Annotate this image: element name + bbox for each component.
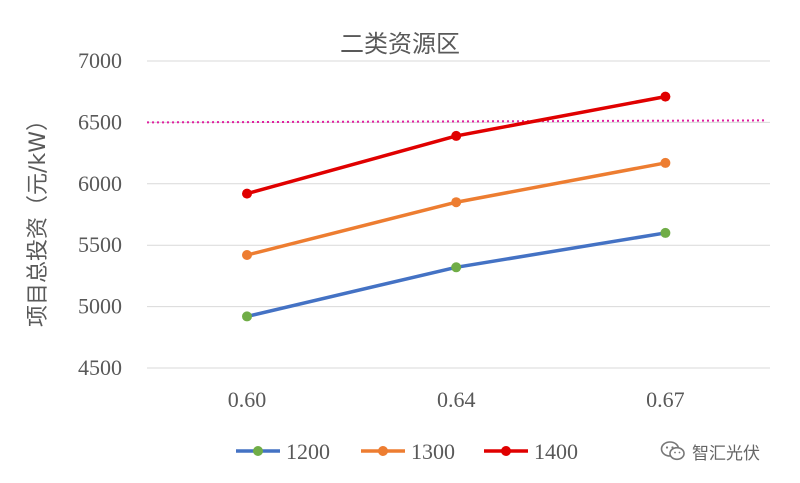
point-1400-1 <box>451 130 462 141</box>
y-axis-label: 项目总投资（元/kW） <box>26 109 51 327</box>
x-tick-label-2: 0.67 <box>646 387 685 412</box>
y-tick-label-5: 7000 <box>78 48 122 73</box>
x-tick-label-0: 0.60 <box>228 387 267 412</box>
point-1200-0 <box>242 311 252 322</box>
point-1400-2 <box>660 91 671 102</box>
wechat-icon <box>660 441 685 461</box>
y-tick-label-2: 5500 <box>78 232 122 257</box>
legend: 1200 1300 1400 <box>236 439 578 464</box>
point-1300-2 <box>660 157 671 168</box>
point-1300-1 <box>451 197 462 208</box>
grid-lines <box>147 60 770 369</box>
legend-label-1200: 1200 <box>286 439 330 464</box>
x-tick-label-1: 0.64 <box>437 387 476 412</box>
y-axis-ticks: 4500 5000 5500 6000 6500 7000 <box>78 48 122 380</box>
series-group <box>242 91 671 322</box>
x-axis-ticks: 0.60 0.64 0.67 <box>228 387 685 412</box>
legend-label-1300: 1300 <box>411 439 455 464</box>
legend-marker-1200 <box>253 446 263 456</box>
point-1300-0 <box>242 250 252 261</box>
point-1400-0 <box>242 188 252 199</box>
legend-marker-1400 <box>501 446 511 456</box>
y-tick-label-4: 6500 <box>78 109 122 134</box>
reference-line <box>146 119 766 124</box>
legend-marker-1300 <box>378 446 388 456</box>
watermark: 智汇光伏 <box>660 437 760 465</box>
y-tick-label-0: 4500 <box>78 355 122 380</box>
watermark-text: 智汇光伏 <box>692 443 760 464</box>
series-line-1400 <box>246 94 666 196</box>
y-tick-label-1: 5000 <box>78 294 122 319</box>
y-tick-label-3: 6000 <box>78 171 122 196</box>
point-1200-2 <box>660 227 671 238</box>
point-1200-1 <box>451 262 462 273</box>
reference-line-6500 <box>146 119 766 124</box>
chart-title: 二类资源区 <box>340 30 460 58</box>
legend-label-1400: 1400 <box>534 439 578 464</box>
